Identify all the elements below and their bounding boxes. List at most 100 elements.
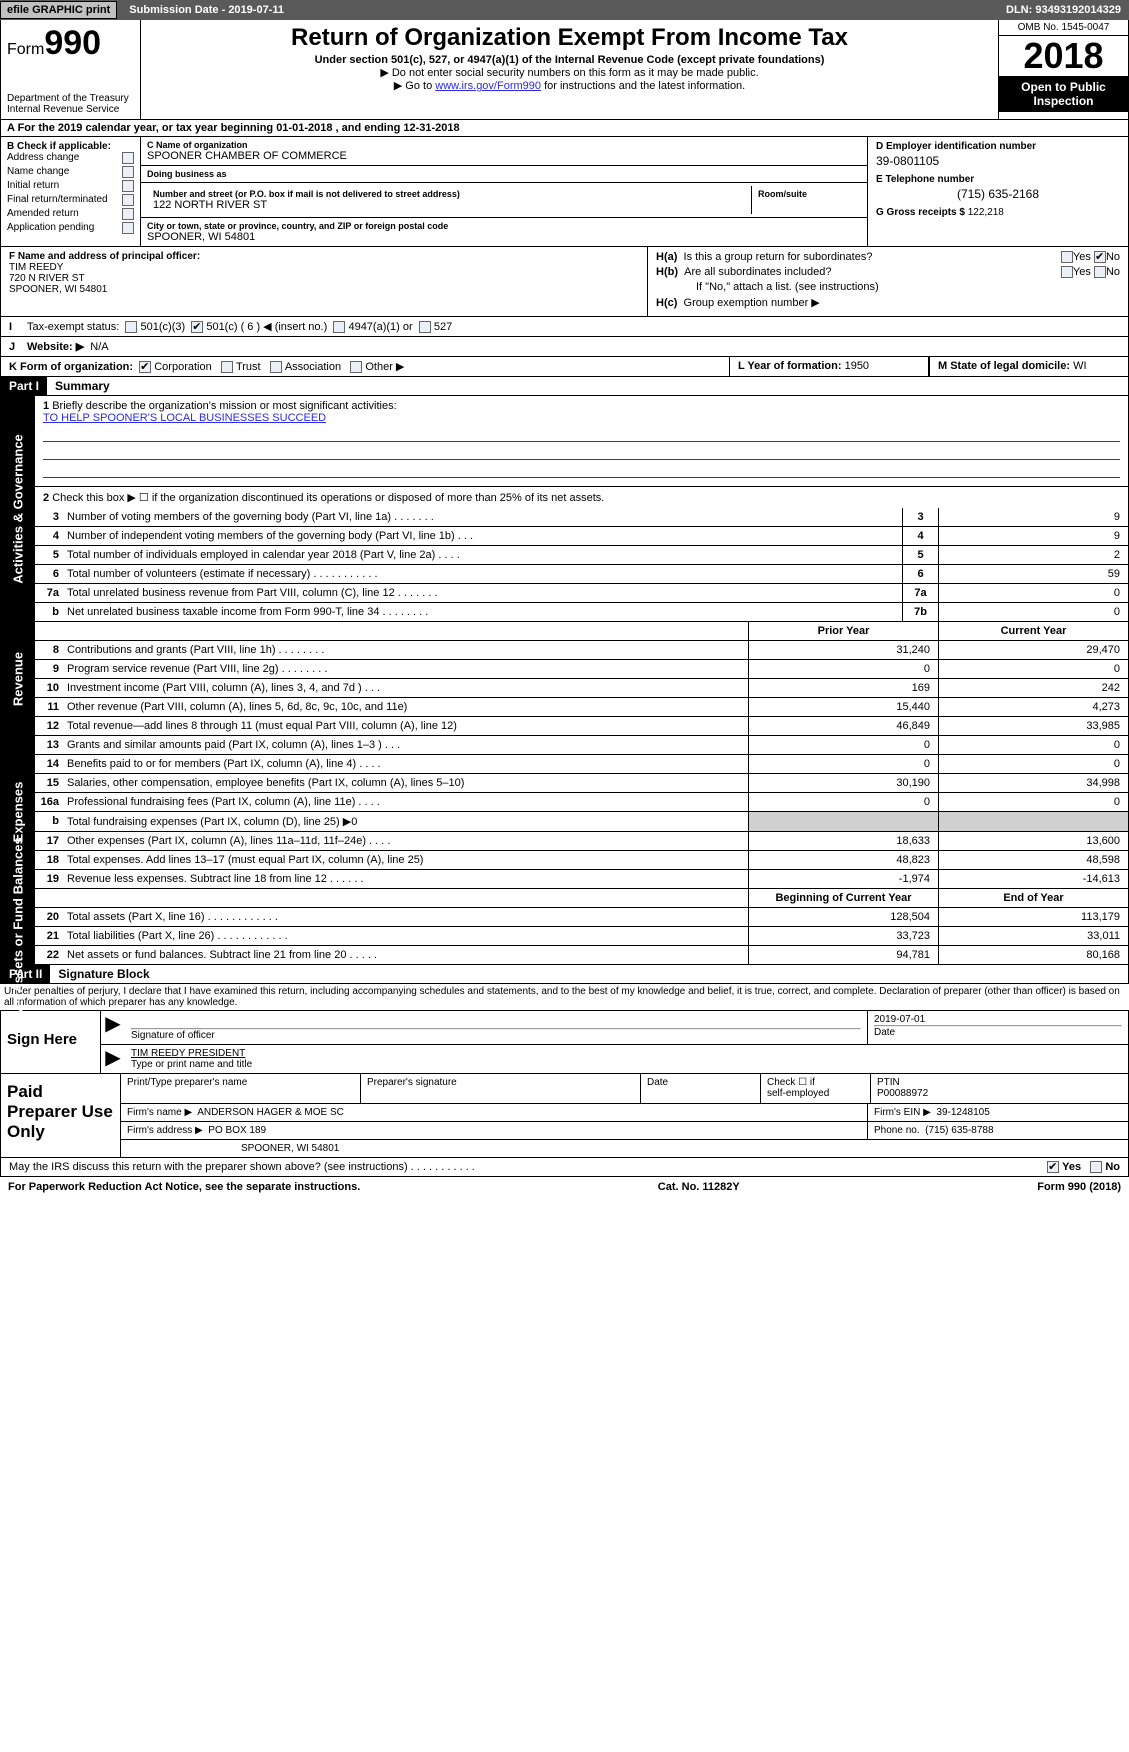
form-number: 990 <box>44 24 101 62</box>
table-row: 14Benefits paid to or for members (Part … <box>35 755 1128 774</box>
firm-ein-lbl: Firm's EIN ▶ <box>874 1107 931 1118</box>
side-rev: Revenue <box>11 651 26 705</box>
sig-lbl: Signature of officer <box>131 1030 215 1041</box>
dept-treasury: Department of the Treasury <box>7 93 134 104</box>
k-lbl: K Form of organization: <box>9 361 133 373</box>
addr-lbl: Firm's address ▶ <box>127 1125 203 1136</box>
part1-label: Part I <box>1 377 47 395</box>
sign-date: 2019-07-01 <box>874 1014 1122 1025</box>
cb-discuss-yes[interactable] <box>1047 1161 1059 1173</box>
table-row: 21Total liabilities (Part X, line 26) . … <box>35 927 1128 946</box>
irs-link[interactable]: www.irs.gov/Form990 <box>435 80 541 92</box>
row-klm: K Form of organization: Corporation Trus… <box>0 357 1129 377</box>
ptin: P00088972 <box>877 1088 928 1099</box>
d-tel-lbl: E Telephone number <box>876 174 1120 185</box>
ha-text: Is this a group return for subordinates? <box>684 251 873 263</box>
activities-governance-block: Activities & Governance 1 Briefly descri… <box>0 396 1129 622</box>
discuss-no: No <box>1105 1161 1120 1173</box>
side-net: Net Assets or Fund Balances <box>11 837 26 1016</box>
cb-hb-no[interactable] <box>1094 266 1106 278</box>
part2-header: Part II Signature Block <box>0 965 1129 984</box>
table-row: 7aTotal unrelated business revenue from … <box>35 584 1128 603</box>
row-j: J Website: ▶ N/A <box>0 337 1129 357</box>
omb-number: OMB No. 1545-0047 <box>999 20 1128 36</box>
b-pending: Application pending <box>7 222 94 234</box>
cb-initial[interactable] <box>122 180 134 192</box>
cb-ha-no[interactable] <box>1094 251 1106 263</box>
cb-amended[interactable] <box>122 208 134 220</box>
footer-right: Form 990 (2018) <box>1037 1181 1121 1193</box>
k-other: Other ▶ <box>365 361 404 373</box>
table-row: 19Revenue less expenses. Subtract line 1… <box>35 870 1128 888</box>
block-bcd: B Check if applicable: Address change Na… <box>0 137 1129 247</box>
footer-center: Cat. No. 11282Y <box>658 1181 740 1193</box>
cb-501c[interactable] <box>191 321 203 333</box>
b-amended: Amended return <box>7 208 79 220</box>
cb-assoc[interactable] <box>270 361 282 373</box>
footer-left: For Paperwork Reduction Act Notice, see … <box>8 1181 360 1193</box>
cb-other[interactable] <box>350 361 362 373</box>
cb-527[interactable] <box>419 321 431 333</box>
firm-name: ANDERSON HAGER & MOE SC <box>197 1107 344 1118</box>
b-address-change: Address change <box>7 152 79 164</box>
org-city: SPOONER, WI 54801 <box>147 231 861 243</box>
table-row: 9Program service revenue (Part VIII, lin… <box>35 660 1128 679</box>
m-lbl: M State of legal domicile: <box>938 360 1070 372</box>
form-title: Return of Organization Exempt From Incom… <box>151 24 988 52</box>
i-o1: 501(c)(3) <box>141 321 186 333</box>
prep-h4b: self-employed <box>767 1088 829 1099</box>
i-lbl: Tax-exempt status: <box>27 321 119 333</box>
form-header: Form990 Department of the Treasury Inter… <box>0 20 1129 120</box>
cb-discuss-no[interactable] <box>1090 1161 1102 1173</box>
row-a: A For the 2019 calendar year, or tax yea… <box>0 120 1129 137</box>
prep-h1: Print/Type preparer's name <box>127 1077 247 1088</box>
cb-final[interactable] <box>122 194 134 206</box>
table-row: 15Salaries, other compensation, employee… <box>35 774 1128 793</box>
table-row: 8Contributions and grants (Part VIII, li… <box>35 641 1128 660</box>
net-assets-block: Net Assets or Fund Balances Beginning of… <box>0 889 1129 965</box>
firm-addr1: PO BOX 189 <box>208 1125 266 1136</box>
table-row: 4Number of independent voting members of… <box>35 527 1128 546</box>
cb-4947[interactable] <box>333 321 345 333</box>
cb-501c3[interactable] <box>125 321 137 333</box>
discuss-yes: Yes <box>1062 1161 1081 1173</box>
side-ag: Activities & Governance <box>11 434 26 584</box>
mission-text: TO HELP SPOONER'S LOCAL BUSINESSES SUCCE… <box>43 412 326 424</box>
cb-ha-yes[interactable] <box>1061 251 1073 263</box>
officer-street: 720 N RIVER ST <box>9 273 639 284</box>
preparer-label: Paid Preparer Use Only <box>1 1074 121 1157</box>
cb-trust[interactable] <box>221 361 233 373</box>
side-exp: Expenses <box>11 782 26 843</box>
block-fh: F Name and address of principal officer:… <box>0 247 1129 317</box>
org-name: SPOONER CHAMBER OF COMMERCE <box>147 150 861 162</box>
table-row: 13Grants and similar amounts paid (Part … <box>35 736 1128 755</box>
org-phone: (715) 635-2168 <box>876 187 1120 201</box>
expenses-block: Expenses 13Grants and similar amounts pa… <box>0 736 1129 889</box>
row-i: I Tax-exempt status: 501(c)(3) 501(c) ( … <box>0 317 1129 337</box>
prior-year-head: Prior Year <box>748 622 938 640</box>
phone-lbl: Phone no. <box>874 1125 920 1136</box>
i-o4: 527 <box>434 321 452 333</box>
website: N/A <box>90 341 108 353</box>
irs-label: Internal Revenue Service <box>7 104 134 115</box>
revenue-block: Revenue Prior Year Current Year 8Contrib… <box>0 622 1129 736</box>
part1-header: Part I Summary <box>0 377 1129 396</box>
form-sub3a: ▶ Go to <box>394 80 435 92</box>
d-gross-lbl: G Gross receipts $ <box>876 207 965 218</box>
k-trust: Trust <box>236 361 261 373</box>
cb-corp[interactable] <box>139 361 151 373</box>
beg-year-head: Beginning of Current Year <box>748 889 938 907</box>
cb-name[interactable] <box>122 166 134 178</box>
c-city-lbl: City or town, state or province, country… <box>147 221 861 231</box>
form-sub1: Under section 501(c), 527, or 4947(a)(1)… <box>151 54 988 66</box>
org-ein: 39-0801105 <box>876 154 1120 168</box>
open-public: Open to Public Inspection <box>999 76 1128 112</box>
firm-addr2: SPOONER, WI 54801 <box>241 1143 339 1154</box>
prep-h3: Date <box>647 1077 668 1088</box>
hc-text: Group exemption number ▶ <box>684 297 820 309</box>
penalty-text: Under penalties of perjury, I declare th… <box>0 984 1129 1010</box>
cb-address[interactable] <box>122 152 134 164</box>
cb-pending[interactable] <box>122 222 134 234</box>
cb-hb-yes[interactable] <box>1061 266 1073 278</box>
f-lbl: F Name and address of principal officer: <box>9 251 639 262</box>
